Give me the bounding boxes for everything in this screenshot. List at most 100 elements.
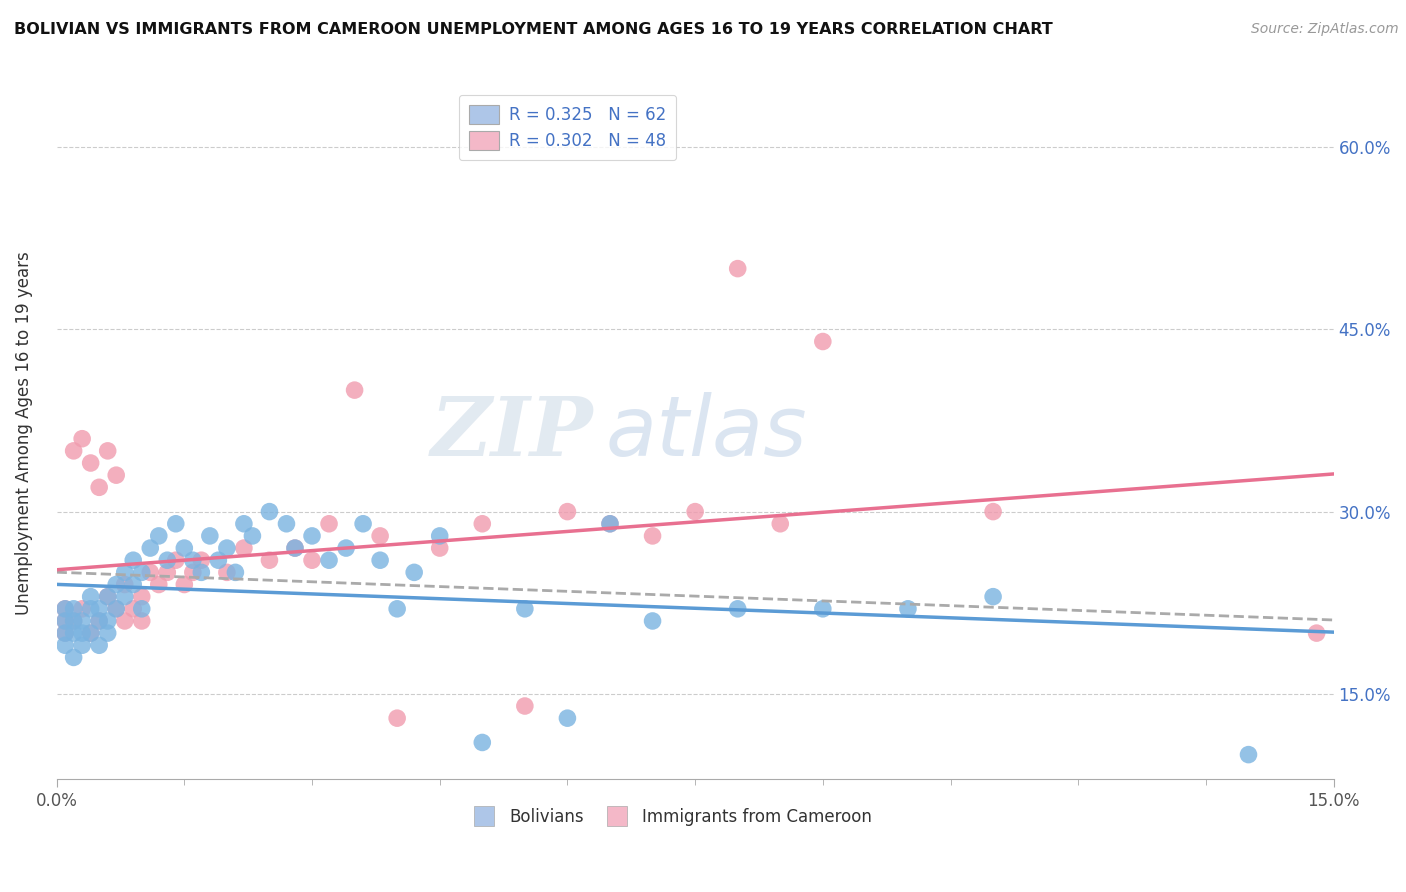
Point: [173, 577, 195, 591]
Point: [122, 553, 145, 567]
Point: [1237, 747, 1260, 762]
Point: [181, 566, 204, 580]
Point: [811, 602, 834, 616]
Point: [513, 602, 536, 616]
Point: [557, 505, 579, 519]
Point: [97, 614, 120, 628]
Point: [89, 602, 111, 616]
Point: [207, 553, 229, 567]
Point: [53, 626, 76, 640]
Point: [53, 614, 76, 628]
Y-axis label: Unemployment Among Ages 16 to 19 years: Unemployment Among Ages 16 to 19 years: [15, 251, 32, 615]
Point: [276, 516, 298, 531]
Point: [131, 590, 153, 604]
Point: [769, 516, 792, 531]
Point: [89, 614, 111, 628]
Point: [53, 638, 76, 652]
Point: [139, 566, 162, 580]
Point: [131, 602, 153, 616]
Point: [641, 614, 664, 628]
Point: [352, 516, 374, 531]
Point: [79, 626, 101, 640]
Point: [79, 456, 101, 470]
Point: [429, 541, 451, 555]
Point: [53, 602, 76, 616]
Point: [70, 626, 93, 640]
Point: [97, 590, 120, 604]
Point: [284, 541, 307, 555]
Point: [62, 650, 84, 665]
Text: atlas: atlas: [606, 392, 807, 473]
Point: [139, 541, 162, 555]
Point: [683, 505, 706, 519]
Point: [79, 590, 101, 604]
Point: [70, 638, 93, 652]
Point: [385, 602, 408, 616]
Point: [471, 516, 494, 531]
Point: [62, 614, 84, 628]
Point: [79, 602, 101, 616]
Point: [599, 516, 621, 531]
Point: [301, 553, 323, 567]
Point: [62, 614, 84, 628]
Point: [165, 553, 187, 567]
Point: [318, 553, 340, 567]
Point: [727, 602, 749, 616]
Point: [173, 541, 195, 555]
Point: [215, 566, 238, 580]
Point: [148, 529, 170, 543]
Point: [368, 529, 391, 543]
Point: [114, 566, 136, 580]
Point: [131, 614, 153, 628]
Point: [513, 698, 536, 713]
Point: [429, 529, 451, 543]
Text: BOLIVIAN VS IMMIGRANTS FROM CAMEROON UNEMPLOYMENT AMONG AGES 16 TO 19 YEARS CORR: BOLIVIAN VS IMMIGRANTS FROM CAMEROON UNE…: [14, 22, 1053, 37]
Point: [53, 602, 76, 616]
Point: [471, 735, 494, 749]
Text: ZIP: ZIP: [430, 392, 593, 473]
Point: [114, 590, 136, 604]
Point: [1305, 626, 1327, 640]
Point: [70, 602, 93, 616]
Point: [301, 529, 323, 543]
Point: [62, 602, 84, 616]
Point: [105, 602, 128, 616]
Point: [981, 505, 1004, 519]
Point: [122, 602, 145, 616]
Point: [727, 261, 749, 276]
Point: [53, 626, 76, 640]
Point: [62, 443, 84, 458]
Point: [97, 590, 120, 604]
Point: [70, 614, 93, 628]
Point: [114, 614, 136, 628]
Point: [385, 711, 408, 725]
Point: [70, 432, 93, 446]
Point: [641, 529, 664, 543]
Point: [156, 553, 179, 567]
Point: [62, 626, 84, 640]
Point: [318, 516, 340, 531]
Point: [97, 626, 120, 640]
Point: [190, 553, 212, 567]
Point: [557, 711, 579, 725]
Text: Source: ZipAtlas.com: Source: ZipAtlas.com: [1251, 22, 1399, 37]
Legend: Bolivians, Immigrants from Cameroon: Bolivians, Immigrants from Cameroon: [461, 802, 879, 833]
Point: [232, 516, 254, 531]
Point: [89, 638, 111, 652]
Point: [114, 577, 136, 591]
Point: [215, 541, 238, 555]
Point: [181, 553, 204, 567]
Point: [404, 566, 426, 580]
Point: [811, 334, 834, 349]
Point: [259, 505, 281, 519]
Point: [165, 516, 187, 531]
Point: [190, 566, 212, 580]
Point: [89, 614, 111, 628]
Point: [981, 590, 1004, 604]
Point: [105, 468, 128, 483]
Point: [224, 566, 246, 580]
Point: [97, 443, 120, 458]
Point: [232, 541, 254, 555]
Point: [897, 602, 920, 616]
Point: [284, 541, 307, 555]
